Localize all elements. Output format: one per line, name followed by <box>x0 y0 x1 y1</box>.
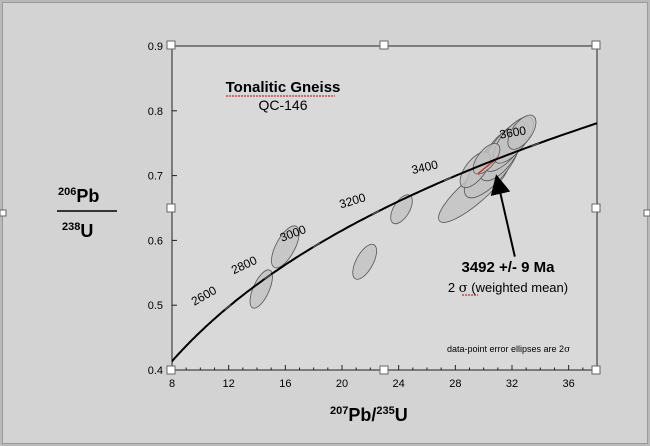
sample-id: QC-146 <box>258 97 307 113</box>
error-ellipse-3 <box>352 243 377 280</box>
error-ellipse-2 <box>271 225 300 269</box>
age-tick-2800 <box>264 273 272 280</box>
x-tick-label-16: 16 <box>279 378 291 390</box>
resize-handle-top-center[interactable] <box>379 40 389 50</box>
resize-handle-middle-left[interactable] <box>166 203 176 213</box>
chart-title: Tonalitic Gneiss <box>226 79 341 96</box>
y-axis-label: 206Pb 238U <box>57 186 117 241</box>
xlabel-elem1: Pb <box>348 405 371 425</box>
sigma-suffix: (weighted mean) <box>471 280 568 295</box>
ellipse-footnote: data-point error ellipses are 2σ <box>447 344 570 355</box>
x-tick-label-8: 8 <box>169 378 175 390</box>
age-tick-3000 <box>312 242 321 248</box>
ylabel-top-elem: Pb <box>76 186 99 206</box>
axis-ticks: 8 12 16 20 24 28 32 36 0.4 0.5 0.6 0.7 0.8 0.9 <box>148 41 598 390</box>
sigma-prefix: 2 <box>448 280 455 295</box>
y-tick-label-0.9: 0.9 <box>148 41 163 53</box>
data-ellipses <box>249 114 537 309</box>
x-tick-label-36: 36 <box>563 378 575 390</box>
y-tick-label-0.7: 0.7 <box>148 171 163 183</box>
x-tick-label-12: 12 <box>223 378 235 390</box>
x-tick-label-20: 20 <box>336 378 348 390</box>
selection-handles[interactable] <box>0 40 650 375</box>
weighted-mean-age: 3492 +/- 9 Ma <box>462 259 556 276</box>
weighted-mean-arrow <box>490 174 516 257</box>
footnote-sigma: σ <box>564 345 570 355</box>
y-tick-label-0.8: 0.8 <box>148 106 163 118</box>
y-tick-label-0.6: 0.6 <box>148 235 163 247</box>
resize-handle-bottom-right[interactable] <box>591 365 601 375</box>
resize-handle-middle-right[interactable] <box>591 203 601 213</box>
age-tick-3400 <box>443 176 452 182</box>
x-axis-label: 207Pb/235U <box>330 405 408 425</box>
age-tick-3200 <box>371 210 380 216</box>
x-tick-label-28: 28 <box>449 378 461 390</box>
ylabel-bottom-elem: U <box>80 221 93 241</box>
frame-handle-left[interactable] <box>0 209 7 217</box>
y-tick-label-0.5: 0.5 <box>148 300 163 312</box>
xlabel-slash: / <box>371 405 376 425</box>
sigma-symbol: σ <box>459 281 468 296</box>
error-ellipse-10 <box>507 114 537 150</box>
footnote-text: data-point error ellipses are 2 <box>447 344 564 354</box>
xlabel-sup1: 207 <box>330 405 348 417</box>
age-tick-2600 <box>224 304 232 311</box>
resize-handle-top-left[interactable] <box>166 40 176 50</box>
resize-handle-top-right[interactable] <box>591 40 601 50</box>
x-tick-label-32: 32 <box>506 378 518 390</box>
age-label-3600: 3600 <box>498 123 527 141</box>
y-tick-label-0.4: 0.4 <box>148 365 163 377</box>
x-tick-label-24: 24 <box>393 378 405 390</box>
ylabel-top-sup: 206 <box>58 186 76 198</box>
svg-text:238U: 238U <box>62 221 93 241</box>
resize-handle-bottom-center[interactable] <box>379 365 389 375</box>
xlabel-sup2: 235 <box>376 405 394 417</box>
svg-text:206Pb: 206Pb <box>58 186 99 206</box>
weighted-mean-note: 2 σ (weighted mean) <box>448 280 568 296</box>
resize-handle-bottom-left[interactable] <box>166 365 176 375</box>
ylabel-bottom-sup: 238 <box>62 221 80 233</box>
age-tick-3600 <box>531 142 540 147</box>
xlabel-elem2: U <box>395 405 408 425</box>
frame-handle-right[interactable] <box>643 209 650 217</box>
age-label-3400: 3400 <box>410 157 439 177</box>
concordia-curve <box>172 122 597 363</box>
